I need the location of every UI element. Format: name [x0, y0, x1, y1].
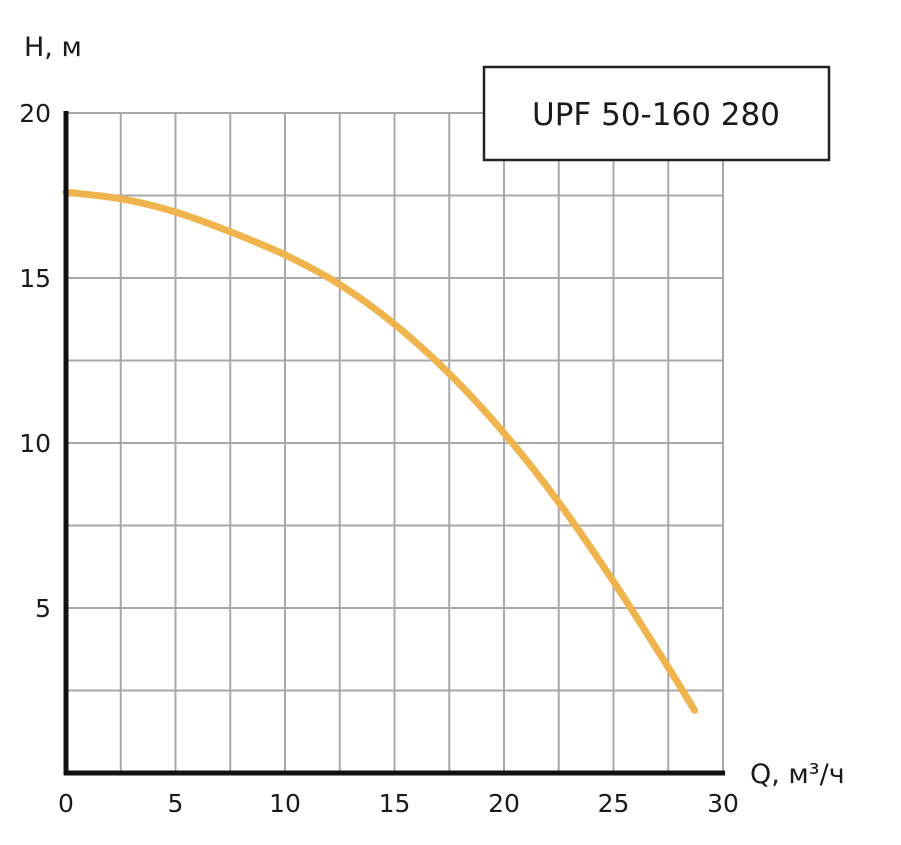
legend: UPF 50-160 280 — [482, 65, 831, 162]
legend-box — [482, 65, 831, 162]
legend-label: UPF 50-160 280 — [532, 97, 780, 133]
x-tick-label: 0 — [58, 789, 74, 818]
y-axis-title: Н, м — [24, 32, 82, 63]
curve-layer — [62, 188, 699, 714]
x-tick-label: 25 — [598, 789, 630, 818]
y-tick-label: 10 — [19, 429, 51, 458]
y-tick-label: 15 — [19, 264, 51, 293]
y-tick-label: 20 — [19, 99, 51, 128]
x-tick-label: 20 — [488, 789, 520, 818]
y-tick-label: 5 — [35, 594, 51, 623]
x-tick-label: 10 — [269, 789, 301, 818]
x-tick-label: 5 — [168, 789, 184, 818]
axes — [63, 111, 725, 776]
x-tick-label: 15 — [379, 789, 411, 818]
x-axis-title: Q, м³/ч — [750, 759, 845, 790]
tick-labels: 0 5 10 15 20 25 30 5 10 15 20 — [19, 99, 739, 818]
series-line — [62, 188, 699, 714]
x-tick-label: 30 — [707, 789, 739, 818]
